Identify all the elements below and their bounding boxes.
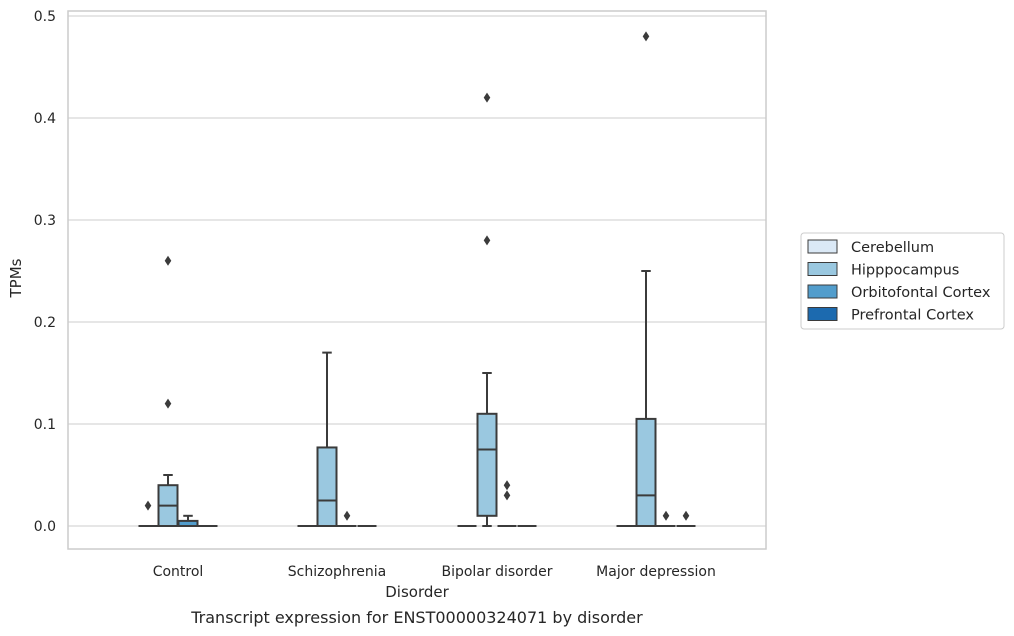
outlier-point: [483, 235, 491, 246]
outlier-point: [662, 510, 670, 521]
legend-swatch: [807, 239, 838, 254]
outlier-point: [164, 255, 172, 266]
legend-item: Orbitofontal Cortex: [807, 284, 991, 301]
box-hipppocampus: [476, 92, 498, 527]
outlier-point: [503, 480, 511, 491]
outlier-point: [343, 510, 351, 521]
y-tick-label: 0.1: [34, 417, 56, 433]
x-tick-label: Bipolar disorder: [441, 564, 552, 580]
x-tick-label: Control: [153, 564, 204, 580]
legend: Cerebellum Hipppocampus Orbitofontal Corte…: [800, 232, 1005, 330]
outlier-point: [164, 398, 172, 409]
box-body: [316, 446, 338, 527]
legend-swatch: [807, 262, 838, 276]
y-tick-label: 0.2: [34, 315, 56, 331]
box-hipppocampus: [316, 351, 338, 527]
legend-item: Cerebellum: [807, 239, 934, 256]
legend-swatch: [807, 284, 838, 299]
x-tick-label: Schizophrenia: [288, 564, 386, 580]
legend-item: Hipppocampus: [807, 262, 959, 279]
y-tick-label: 0.5: [34, 9, 56, 25]
box-orbitofontal-cortex: [656, 510, 676, 527]
box-orbitofontal-cortex: [177, 514, 199, 528]
x-axis-ticks: Control Schizophrenia Bipolar disorder Majo…: [153, 564, 716, 580]
x-tick-label: Major depression: [596, 564, 716, 580]
outlier-point: [144, 500, 152, 511]
outlier-point: [682, 510, 690, 521]
box-orbitofontal-cortex: [497, 480, 517, 527]
box-hipppocampus: [635, 31, 657, 527]
outlier-point: [483, 92, 491, 103]
chart-caption: Transcript expression for ENST0000032407…: [190, 608, 643, 627]
box-body: [476, 412, 498, 517]
box-body: [635, 417, 657, 527]
y-tick-label: 0.4: [34, 111, 56, 127]
legend-frame: [800, 232, 1005, 330]
y-tick-label: 0.0: [34, 519, 56, 535]
outlier-point: [503, 490, 511, 501]
box-orbitofontal-cortex: [337, 510, 357, 527]
y-axis-ticks: 0.0 0.1 0.2 0.3 0.4 0.5: [34, 9, 56, 535]
legend-label: Prefrontal Cortex: [851, 308, 974, 324]
legend-label: Hipppocampus: [851, 263, 959, 279]
legend-swatch: [807, 307, 838, 321]
box-plot-series: [138, 31, 696, 528]
legend-label: Cerebellum: [851, 240, 934, 256]
legend-item: Prefrontal Cortex: [807, 307, 974, 324]
x-axis-title: Disorder: [385, 583, 449, 601]
legend-label: Orbitofontal Cortex: [851, 285, 991, 301]
box-prefrontal-cortex: [676, 510, 696, 527]
outlier-point: [642, 31, 650, 42]
box-hipppocampus: [157, 255, 179, 528]
plot-frame: [67, 10, 767, 550]
y-axis-title: TPMs: [7, 258, 25, 298]
grid-lines: [68, 15, 766, 527]
y-tick-label: 0.3: [34, 213, 56, 229]
box-cerebellum: [138, 500, 158, 527]
